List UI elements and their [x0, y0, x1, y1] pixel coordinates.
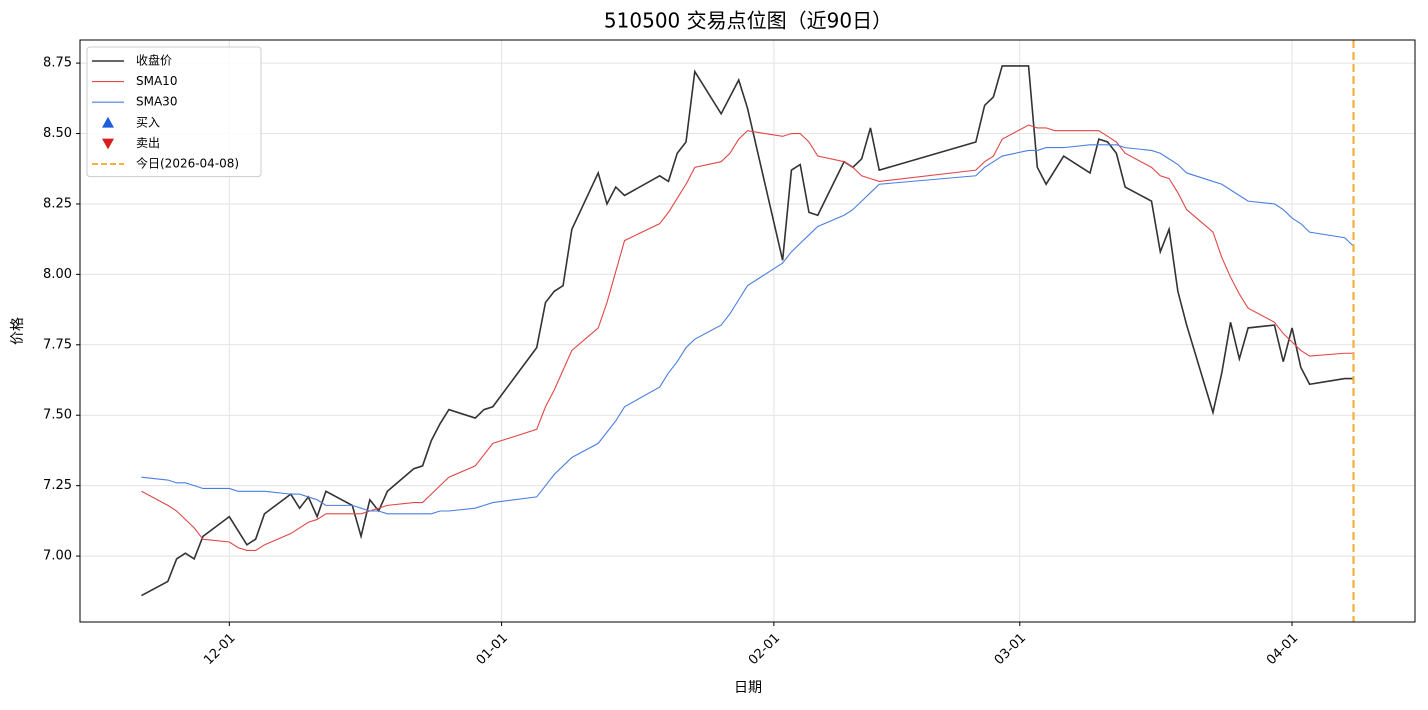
y-tick-label: 7.25	[43, 478, 72, 493]
legend-label: 买入	[136, 115, 160, 129]
series-line	[141, 65, 1354, 597]
legend-marker	[102, 116, 114, 128]
y-tick-label: 8.00	[43, 267, 72, 282]
y-tick-label: 7.50	[43, 408, 72, 423]
y-tick-label: 8.25	[43, 196, 72, 211]
plot-frame	[79, 39, 1416, 623]
series-line	[141, 124, 1354, 551]
legend-label: 今日(2026-04-08)	[136, 156, 239, 171]
y-tick-label: 8.75	[43, 56, 72, 71]
y-tick-label: 8.50	[43, 126, 72, 141]
legend-marker	[102, 138, 114, 150]
chart-title: 510500 交易点位图（近90日）	[604, 9, 892, 33]
y-axis-label: 价格	[10, 317, 26, 345]
legend-label: 收盘价	[136, 53, 172, 68]
legend-label: 卖出	[136, 136, 160, 150]
y-tick-label: 7.00	[43, 549, 72, 564]
legend-box	[86, 46, 262, 178]
x-axis-label: 日期	[734, 680, 762, 696]
legend-label: SMA30	[136, 95, 177, 109]
y-tick-label: 7.75	[43, 337, 72, 352]
series-line	[141, 144, 1354, 515]
legend-label: SMA10	[136, 74, 177, 88]
